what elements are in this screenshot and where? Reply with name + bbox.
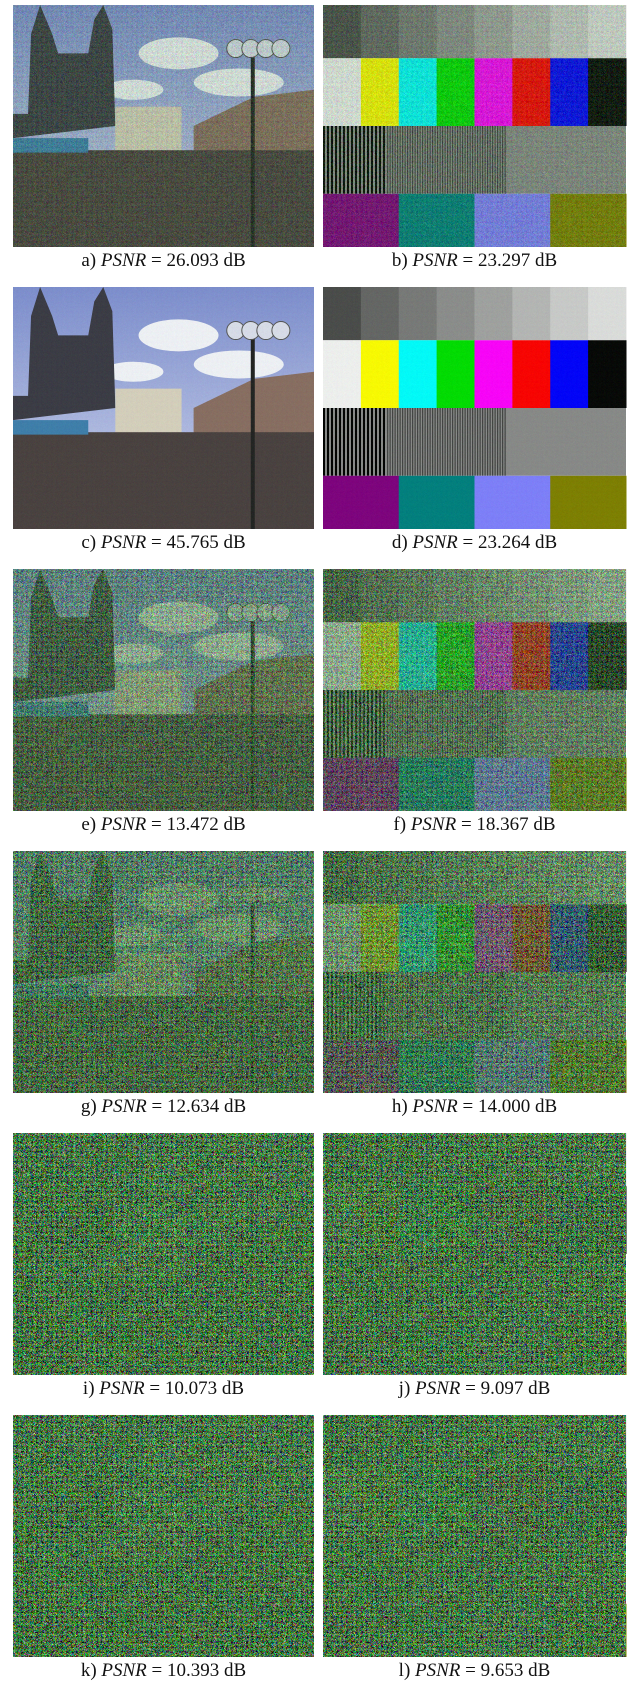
caption-value: = 23.264 dB	[463, 532, 558, 553]
panel: j) PSNR = 9.097 dB	[323, 1133, 627, 1399]
caption-value: = 10.393 dB	[152, 1660, 247, 1681]
panel: e) PSNR = 13.472 dB	[13, 569, 314, 835]
panel: c) PSNR = 45.765 dB	[13, 287, 314, 553]
caption: e) PSNR = 13.472 dB	[81, 814, 245, 835]
noise	[323, 569, 626, 811]
caption-label: f)	[393, 814, 406, 835]
caption-value: = 9.653 dB	[465, 1660, 550, 1681]
panel: i) PSNR = 10.073 dB	[13, 1133, 314, 1399]
caption-label: e)	[81, 814, 96, 835]
caption-label: a)	[81, 250, 96, 271]
caption-value: = 12.634 dB	[152, 1096, 247, 1117]
caption: h) PSNR = 14.000 dB	[392, 1096, 557, 1117]
noise	[323, 1415, 626, 1657]
caption-metric: PSNR	[100, 814, 147, 835]
caption-metric: PSNR	[414, 1660, 461, 1681]
noise	[323, 1133, 626, 1375]
caption-metric: PSNR	[100, 1660, 147, 1681]
caption-metric: PSNR	[411, 1096, 458, 1117]
panel: k) PSNR = 10.393 dB	[13, 1415, 314, 1681]
noise	[323, 851, 626, 1093]
caption-metric: PSNR	[100, 1096, 147, 1117]
noise	[13, 1133, 314, 1375]
noise	[13, 851, 314, 1093]
panel: g) PSNR = 12.634 dB	[13, 851, 314, 1117]
caption: g) PSNR = 12.634 dB	[81, 1096, 246, 1117]
panel: h) PSNR = 14.000 dB	[323, 851, 627, 1117]
caption-value: = 9.097 dB	[465, 1378, 550, 1399]
caption-label: j)	[398, 1378, 411, 1399]
panel: f) PSNR = 18.367 dB	[323, 569, 627, 835]
caption-metric: PSNR	[411, 532, 458, 553]
caption-metric: PSNR	[98, 1378, 145, 1399]
caption-value: = 13.472 dB	[151, 814, 246, 835]
caption-metric: PSNR	[100, 250, 147, 271]
caption-metric: PSNR	[100, 532, 147, 553]
caption: d) PSNR = 23.264 dB	[392, 532, 557, 553]
caption-value: = 23.297 dB	[463, 250, 558, 271]
panel: b) PSNR = 23.297 dB	[323, 5, 627, 271]
caption-label: l)	[399, 1660, 411, 1681]
caption-metric: PSNR	[414, 1378, 461, 1399]
caption-metric: PSNR	[411, 250, 458, 271]
caption-value: = 14.000 dB	[463, 1096, 558, 1117]
caption-label: d)	[392, 532, 408, 553]
panel: d) PSNR = 23.264 dB	[323, 287, 627, 553]
caption: c) PSNR = 45.765 dB	[81, 532, 245, 553]
caption: f) PSNR = 18.367 dB	[393, 814, 555, 835]
caption-label: g)	[81, 1096, 97, 1117]
caption-label: h)	[392, 1096, 408, 1117]
caption: b) PSNR = 23.297 dB	[392, 250, 557, 271]
caption-value: = 18.367 dB	[461, 814, 556, 835]
caption-label: i)	[83, 1378, 95, 1399]
noise	[323, 287, 626, 529]
caption-label: c)	[81, 532, 96, 553]
panel: l) PSNR = 9.653 dB	[323, 1415, 627, 1681]
figure: a) PSNR = 26.093 dB b) PSNR = 23.297 dB c)…	[0, 0, 631, 1686]
caption-value: = 45.765 dB	[151, 532, 246, 553]
caption-value: = 10.073 dB	[149, 1378, 244, 1399]
caption: k) PSNR = 10.393 dB	[81, 1660, 246, 1681]
noise	[13, 569, 314, 811]
caption: i) PSNR = 10.073 dB	[83, 1378, 244, 1399]
caption-metric: PSNR	[410, 814, 457, 835]
caption: j) PSNR = 9.097 dB	[398, 1378, 551, 1399]
caption-label: b)	[392, 250, 408, 271]
panel: a) PSNR = 26.093 dB	[13, 5, 314, 271]
noise	[13, 5, 314, 247]
caption-label: k)	[81, 1660, 97, 1681]
noise	[13, 1415, 314, 1657]
noise	[13, 287, 314, 529]
caption: l) PSNR = 9.653 dB	[399, 1660, 551, 1681]
caption-value: = 26.093 dB	[151, 250, 246, 271]
noise	[323, 5, 626, 247]
caption: a) PSNR = 26.093 dB	[81, 250, 245, 271]
